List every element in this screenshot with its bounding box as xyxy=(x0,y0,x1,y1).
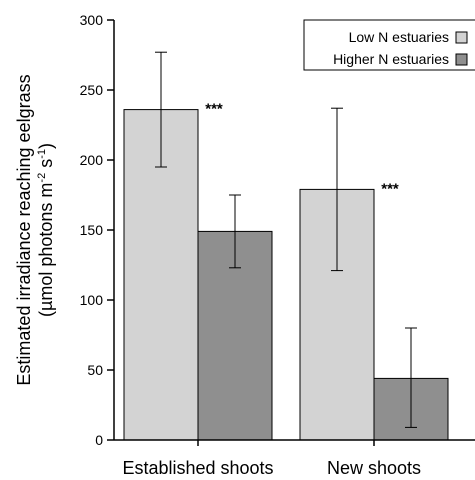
legend-frame xyxy=(303,19,475,71)
ylabel-part2: s xyxy=(36,159,56,173)
x-category-label: Established shoots xyxy=(122,458,273,478)
ylabel-sup2: -1 xyxy=(36,149,48,159)
legend-label-higher-n: Higher N estuaries xyxy=(333,51,449,67)
y-tick-label: 300 xyxy=(80,12,104,28)
legend-swatch-low-n xyxy=(455,31,468,44)
significance-label: *** xyxy=(381,180,399,197)
y-tick-label: 150 xyxy=(80,222,104,238)
legend: Low N estuaries Higher N estuaries xyxy=(303,19,475,71)
ylabel-sup1: -2 xyxy=(36,173,48,183)
significance-label: *** xyxy=(205,101,223,118)
y-tick-label: 50 xyxy=(87,362,103,378)
y-axis-title: Estimated irradiance reaching eelgrass (… xyxy=(14,74,56,385)
bars-layer: *** *** xyxy=(123,51,449,441)
y-tick-label: 100 xyxy=(80,292,104,308)
x-category-label: New shoots xyxy=(327,458,421,478)
x-category-labels: Established shoots New shoots xyxy=(122,440,421,478)
y-axis-title-line2: (µmol photons m-2 s-1) xyxy=(36,143,56,317)
legend-swatch-higher-n xyxy=(455,53,468,66)
y-axis-title-line1: Estimated irradiance reaching eelgrass xyxy=(14,74,34,385)
y-tick-label: 250 xyxy=(80,82,104,98)
y-ticks: 0 50 100 150 200 250 300 xyxy=(80,12,114,448)
y-tick-label: 200 xyxy=(80,152,104,168)
ylabel-part1: (µmol photons m xyxy=(36,183,56,317)
ylabel-part3: ) xyxy=(36,143,56,149)
legend-label-low-n: Low N estuaries xyxy=(349,29,449,45)
y-tick-label: 0 xyxy=(95,432,103,448)
